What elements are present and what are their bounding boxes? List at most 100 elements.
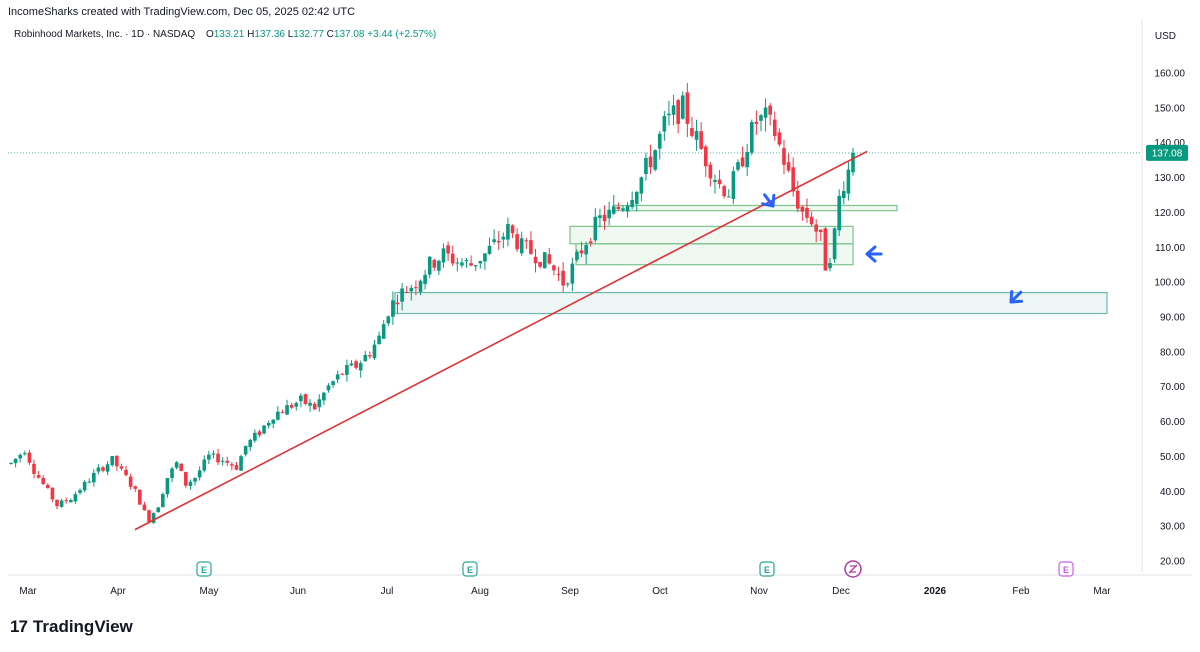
candle-body [340, 373, 345, 375]
candle-body [690, 128, 694, 136]
candle-body [763, 107, 768, 118]
candle-body [92, 472, 96, 483]
candle-body [115, 455, 119, 467]
candle-body [105, 464, 110, 472]
y-tick-label: 140.00 [1154, 138, 1185, 149]
candle-body [253, 432, 257, 441]
candle-body [671, 105, 676, 115]
candle-body [662, 116, 667, 132]
candle-body [128, 476, 133, 487]
earnings-event-label: E [467, 565, 473, 575]
candle-body [680, 95, 685, 119]
candle-body [676, 100, 680, 124]
earnings-event-icon [462, 561, 478, 577]
candle-body [809, 216, 814, 225]
candle-body [312, 403, 317, 410]
candle-body [409, 287, 414, 292]
earnings-event-icon [1058, 561, 1074, 577]
candle-body [611, 206, 616, 214]
candle-body [791, 167, 795, 192]
candle-body [207, 454, 211, 460]
candle-body [506, 224, 510, 240]
x-tick-label: Feb [1012, 586, 1030, 597]
x-tick-label: 2026 [924, 586, 947, 597]
candle-body [225, 460, 230, 463]
low-label: L [287, 29, 294, 40]
candle-body [41, 478, 46, 484]
candle-body [736, 162, 740, 170]
candle-body [625, 205, 630, 212]
x-tick-label: Jul [381, 586, 394, 597]
candle-body [423, 274, 427, 285]
candle-body [138, 489, 142, 505]
tradingview-logo[interactable]: 17 TradingView [10, 617, 133, 637]
candle-body [593, 216, 598, 241]
earnings-event-label: E [1063, 565, 1069, 575]
x-tick-label: May [200, 586, 219, 597]
candle-body [9, 462, 13, 464]
candle-body [234, 465, 239, 470]
candle-body [496, 240, 501, 243]
candle-body [294, 403, 299, 407]
candle-body [50, 487, 55, 500]
candle-body [220, 460, 225, 462]
close-value: 137.08 [333, 29, 365, 40]
y-tick-label: 130.00 [1154, 173, 1185, 184]
annotation-arrow [1009, 290, 1023, 304]
candle-body [400, 288, 404, 302]
candle-body [768, 105, 772, 115]
y-tick-label: 20.00 [1160, 557, 1185, 568]
candle-body [483, 253, 487, 262]
candle-body [165, 477, 170, 495]
candle-body [846, 169, 851, 194]
candle-body [464, 260, 469, 262]
candle-body [427, 256, 432, 275]
candle-body [55, 499, 59, 507]
candle-body [82, 481, 87, 491]
candle-body [782, 148, 786, 165]
candle-body [795, 190, 800, 209]
open-label: O [205, 29, 214, 40]
candle-body [469, 263, 473, 266]
candle-body [170, 468, 174, 479]
candle-body [216, 453, 220, 463]
candle-body [289, 404, 294, 408]
y-tick-label: 60.00 [1160, 417, 1185, 428]
candle-body [179, 463, 184, 471]
candle-body [556, 273, 561, 275]
candle-body [46, 484, 50, 488]
candle-body [174, 462, 179, 468]
y-tick-label: 40.00 [1160, 487, 1185, 498]
candle-body [570, 263, 575, 284]
candle-body [418, 280, 423, 292]
candle-body [308, 402, 312, 406]
candle-body [18, 454, 23, 459]
low-value: 132.77 [293, 29, 324, 40]
currency-label[interactable]: USD [1154, 31, 1176, 42]
candle-body [529, 240, 533, 254]
candle-body [161, 494, 165, 508]
candle-body [653, 150, 657, 170]
candle-body [685, 92, 690, 124]
candle-body [349, 363, 354, 366]
candle-body [262, 425, 266, 434]
y-tick-label: 150.00 [1154, 103, 1185, 114]
candle-body [786, 162, 791, 171]
candle-body [243, 445, 248, 455]
candle-body [345, 365, 349, 375]
candle-body [377, 335, 381, 345]
x-tick-label: Jun [290, 586, 306, 597]
symbol-name[interactable]: Robinhood Markets, Inc. · 1D · NASDAQ [14, 29, 196, 40]
candle-body [156, 507, 161, 513]
annotation-arrow [763, 193, 775, 208]
earnings-event-label: E [201, 565, 207, 575]
candle-body [317, 399, 322, 408]
high-label: H [247, 29, 255, 40]
y-tick-label: 120.00 [1154, 208, 1185, 219]
candle-body [722, 186, 726, 197]
close-label: C [326, 29, 334, 40]
candle-body [441, 248, 446, 263]
change-value: +3.44 (+2.57%) [367, 29, 437, 40]
candle-body [450, 253, 455, 264]
